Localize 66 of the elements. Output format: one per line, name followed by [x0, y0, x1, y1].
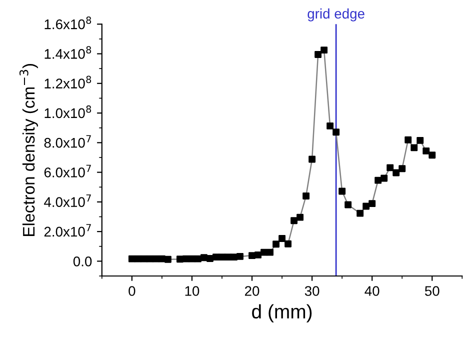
x-tick-label: 50 [424, 286, 440, 296]
point [362, 202, 370, 210]
x-tick-label: 30 [304, 286, 320, 296]
point [404, 136, 412, 144]
point [128, 255, 136, 262]
point [338, 188, 346, 195]
y-tick-label: 6.0x10$^{7}$ [44, 164, 91, 178]
point [356, 210, 364, 217]
point [152, 255, 160, 262]
point [140, 255, 148, 262]
point [326, 122, 334, 130]
point [296, 214, 304, 221]
point [158, 255, 166, 262]
point [386, 164, 394, 172]
y-tick-label: 1.2x10$^{8}$ [44, 76, 92, 88]
point [428, 152, 436, 159]
point [290, 217, 298, 224]
y-tick-label: 2.0x10$^{7}$ [44, 224, 91, 237]
point [146, 255, 154, 262]
point [236, 252, 244, 260]
point [188, 255, 196, 262]
point [218, 254, 226, 261]
y-tick-label: 0.0 [73, 256, 92, 266]
point [344, 201, 352, 208]
x-tick-label: 10 [185, 286, 200, 296]
x-tick-label: 40 [364, 286, 380, 296]
point [308, 156, 316, 163]
y-tick-label: 1.6x10$^{8}$ [44, 16, 92, 30]
point [254, 251, 262, 258]
ref-line-label: grid edge [308, 8, 364, 22]
y-tick-label: 8.0x10$^{7}$ [44, 135, 91, 148]
point [374, 176, 382, 184]
point [302, 192, 310, 200]
x-axis-title: d (mm) [252, 304, 312, 322]
point [410, 144, 418, 152]
point [416, 136, 424, 144]
point [224, 254, 232, 261]
point [134, 255, 142, 262]
y-axis-title: Electron density (cm$^{−3}$) [19, 64, 38, 236]
point [422, 147, 430, 154]
point [194, 255, 202, 262]
point [278, 235, 286, 242]
y-tick-label: 4.0x10$^{7}$ [44, 194, 91, 207]
point [368, 200, 376, 208]
point [212, 254, 220, 261]
point [314, 51, 322, 58]
point [392, 169, 400, 176]
point [182, 255, 190, 262]
point [266, 248, 274, 256]
point [332, 128, 340, 136]
y-tick-label: 1.0x10$^{8}$ [44, 105, 92, 118]
point [248, 252, 256, 260]
point [272, 240, 280, 248]
point [200, 254, 208, 262]
point [176, 256, 184, 263]
x-tick-label: 0 [128, 286, 136, 296]
point [398, 165, 406, 172]
point [230, 254, 238, 261]
point [164, 256, 172, 263]
x-tick-label: 20 [244, 286, 260, 296]
point [260, 248, 268, 256]
point [206, 255, 214, 262]
y-tick-label: 1.4x10$^{8}$ [44, 46, 92, 59]
point [284, 240, 292, 248]
point [320, 46, 328, 54]
point [380, 174, 388, 182]
